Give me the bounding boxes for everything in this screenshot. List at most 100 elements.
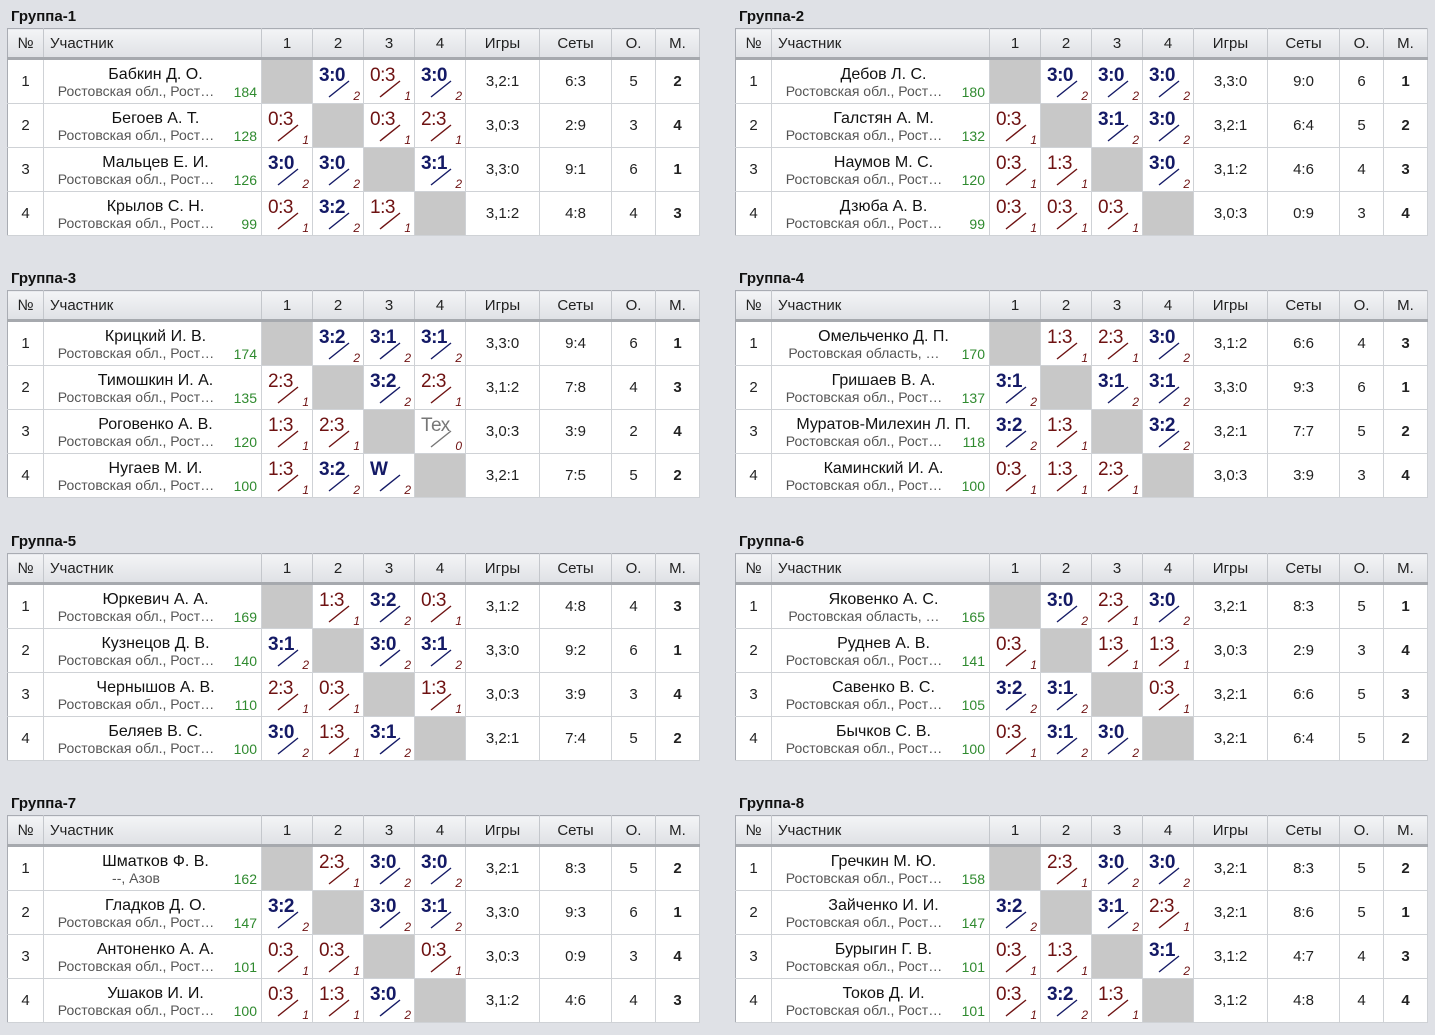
participant-name[interactable]: Ушаков И. И. xyxy=(107,985,204,1002)
match-score-cell[interactable]: 3:0 2 xyxy=(1142,58,1194,104)
participant-name[interactable]: Зайченко И. И. xyxy=(828,897,939,914)
match-score-cell[interactable]: 0:3 1 xyxy=(261,191,313,236)
participant-cell[interactable]: Гришаев В. А. Ростовская обл., Рост… 137 xyxy=(771,365,990,410)
match-score[interactable]: 3:0 xyxy=(370,634,396,655)
col-header-opponent[interactable]: 1 xyxy=(989,815,1041,847)
match-score[interactable]: 3:2 xyxy=(996,678,1022,699)
match-score[interactable]: 3:1 xyxy=(1047,678,1073,699)
participant-name[interactable]: Гришаев В. А. xyxy=(831,372,936,389)
participant-name[interactable]: Юркевич А. А. xyxy=(102,591,209,608)
participant-name[interactable]: Крылов С. Н. xyxy=(106,198,205,215)
match-score[interactable]: 2:3 xyxy=(268,678,293,699)
participant-name[interactable]: Гладков Д. О. xyxy=(105,897,206,914)
col-header-opponent[interactable]: 2 xyxy=(1040,28,1092,60)
col-header-opponent[interactable]: 3 xyxy=(363,290,415,322)
match-score[interactable]: 3:2 xyxy=(319,327,345,348)
match-score-cell[interactable]: 3:1 2 xyxy=(414,320,466,366)
match-score[interactable]: 1:3 xyxy=(319,984,344,1005)
match-score[interactable]: 3:1 xyxy=(996,371,1022,392)
match-score-cell[interactable]: 3:0 2 xyxy=(1142,845,1194,891)
match-score[interactable]: 3:1 xyxy=(1047,722,1073,743)
match-score-cell[interactable]: 1:3 1 xyxy=(363,191,415,236)
col-header-sets[interactable]: Сеты xyxy=(539,28,612,60)
match-score-cell[interactable]: 3:2 2 xyxy=(363,583,415,629)
participant-name[interactable]: Дзюба А. В. xyxy=(839,198,928,215)
match-score-cell[interactable]: 2:3 1 xyxy=(1091,320,1143,366)
col-header-num[interactable]: № xyxy=(7,28,44,60)
match-score[interactable]: 3:1 xyxy=(370,327,396,348)
match-score[interactable]: 0:3 xyxy=(421,590,446,611)
match-score[interactable]: 0:3 xyxy=(996,940,1021,961)
match-score-cell[interactable]: 2:3 1 xyxy=(312,845,364,891)
col-header-num[interactable]: № xyxy=(735,553,772,585)
col-header-points[interactable]: О. xyxy=(1339,553,1384,585)
match-score[interactable]: 0:3 xyxy=(996,459,1021,480)
col-header-opponent[interactable]: 1 xyxy=(261,815,313,847)
col-header-opponent[interactable]: 2 xyxy=(312,553,364,585)
col-header-num[interactable]: № xyxy=(7,815,44,847)
match-score-cell[interactable]: 3:2 2 xyxy=(989,409,1041,454)
match-score-cell[interactable]: 3:2 2 xyxy=(1142,409,1194,454)
match-score[interactable]: 3:2 xyxy=(319,459,345,480)
col-header-opponent[interactable]: 4 xyxy=(1142,553,1194,585)
participant-name[interactable]: Каминский И. А. xyxy=(823,460,944,477)
col-header-games[interactable]: Игры xyxy=(1193,815,1268,847)
match-score[interactable]: 1:3 xyxy=(1047,415,1072,436)
match-score[interactable]: 0:3 xyxy=(996,984,1021,1005)
col-header-participant[interactable]: Участник xyxy=(43,28,262,60)
match-score[interactable]: 3:0 xyxy=(1098,722,1124,743)
match-score-cell[interactable]: Тех 0 xyxy=(414,409,466,454)
match-score-cell[interactable]: 1:3 1 xyxy=(1040,934,1092,979)
match-score[interactable]: 3:1 xyxy=(1149,940,1175,961)
match-score[interactable]: 3:1 xyxy=(1149,371,1175,392)
match-score[interactable]: 0:3 xyxy=(1047,197,1072,218)
match-score-cell[interactable]: 0:3 1 xyxy=(1091,191,1143,236)
participant-cell[interactable]: Юркевич А. А. Ростовская обл., Рост… 169 xyxy=(43,583,262,629)
participant-cell[interactable]: Наумов М. С. Ростовская обл., Рост… 120 xyxy=(771,147,990,192)
col-header-opponent[interactable]: 4 xyxy=(414,553,466,585)
participant-cell[interactable]: Зайченко И. И. Ростовская обл., Рост… 147 xyxy=(771,890,990,935)
col-header-games[interactable]: Игры xyxy=(465,28,540,60)
col-header-games[interactable]: Игры xyxy=(1193,28,1268,60)
match-score[interactable]: 3:2 xyxy=(996,415,1022,436)
match-score[interactable]: 2:3 xyxy=(1098,590,1123,611)
participant-name[interactable]: Мальцев Е. И. xyxy=(102,154,209,171)
col-header-points[interactable]: О. xyxy=(611,815,656,847)
col-header-num[interactable]: № xyxy=(7,290,44,322)
participant-cell[interactable]: Руднев А. В. Ростовская обл., Рост… 141 xyxy=(771,628,990,673)
match-score[interactable]: 3:0 xyxy=(1098,65,1124,86)
match-score-cell[interactable]: 0:3 1 xyxy=(363,103,415,148)
match-score[interactable]: 3:1 xyxy=(268,634,294,655)
col-header-opponent[interactable]: 3 xyxy=(363,815,415,847)
col-header-opponent[interactable]: 2 xyxy=(1040,815,1092,847)
participant-name[interactable]: Тимошкин И. А. xyxy=(97,372,214,389)
match-score-cell[interactable]: 0:3 1 xyxy=(1142,672,1194,717)
match-score-cell[interactable]: 3:0 2 xyxy=(312,147,364,192)
match-score-cell[interactable]: 3:1 2 xyxy=(1091,103,1143,148)
match-score-cell[interactable]: 3:1 2 xyxy=(414,147,466,192)
match-score-cell[interactable]: 1:3 1 xyxy=(261,453,313,498)
match-score-cell[interactable]: 1:3 1 xyxy=(312,583,364,629)
match-score[interactable]: 0:3 xyxy=(268,984,293,1005)
match-score-cell[interactable]: 1:3 1 xyxy=(414,672,466,717)
match-score-cell[interactable]: 3:2 2 xyxy=(312,320,364,366)
match-score[interactable]: 0:3 xyxy=(996,634,1021,655)
participant-cell[interactable]: Беляев В. С. Ростовская обл., Рост… 100 xyxy=(43,716,262,761)
match-score-cell[interactable]: 2:3 1 xyxy=(312,409,364,454)
col-header-participant[interactable]: Участник xyxy=(771,815,990,847)
match-score[interactable]: 1:3 xyxy=(268,459,293,480)
match-score[interactable]: 1:3 xyxy=(1047,327,1072,348)
col-header-opponent[interactable]: 4 xyxy=(414,815,466,847)
match-score[interactable]: 3:0 xyxy=(421,65,447,86)
match-score-cell[interactable]: 1:3 1 xyxy=(1091,628,1143,673)
col-header-opponent[interactable]: 4 xyxy=(1142,290,1194,322)
match-score-cell[interactable]: 3:0 2 xyxy=(1091,58,1143,104)
match-score-cell[interactable]: 0:3 1 xyxy=(261,103,313,148)
col-header-place[interactable]: М. xyxy=(655,290,700,322)
col-header-opponent[interactable]: 1 xyxy=(989,553,1041,585)
match-score-cell[interactable]: 2:3 1 xyxy=(261,672,313,717)
match-score-cell[interactable]: 0:3 1 xyxy=(312,672,364,717)
match-score-cell[interactable]: 3:1 2 xyxy=(363,716,415,761)
match-score[interactable]: 0:3 xyxy=(996,197,1021,218)
